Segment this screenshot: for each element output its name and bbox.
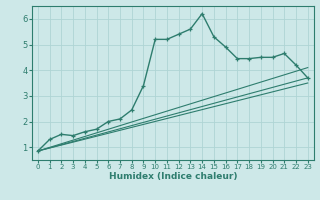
X-axis label: Humidex (Indice chaleur): Humidex (Indice chaleur) xyxy=(108,172,237,181)
